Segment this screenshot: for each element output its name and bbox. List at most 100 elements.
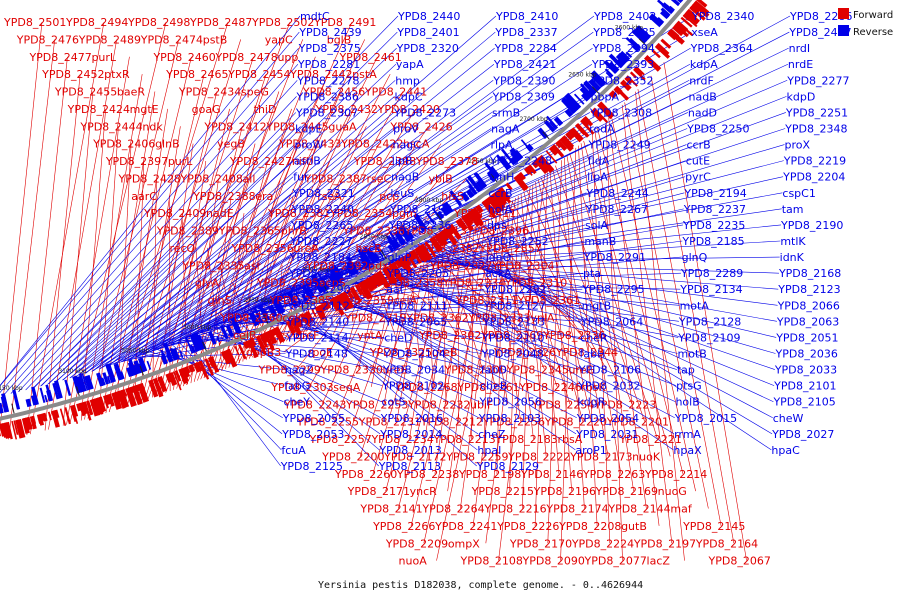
gene-label[interactable]: YPD8_2277 <box>786 74 849 87</box>
gene-label[interactable]: ureA <box>293 242 319 255</box>
gene-label[interactable]: mtlK <box>780 235 806 248</box>
gene-label[interactable]: rlpA <box>490 139 513 152</box>
gene-label[interactable]: YPD8_2223 <box>593 398 656 411</box>
gene-label[interactable]: YPD8_2303 <box>270 381 333 394</box>
gene-label[interactable]: pyrC <box>685 171 711 184</box>
gene-label[interactable]: fabG <box>284 380 310 393</box>
gene-label[interactable]: YPD8_2197 <box>633 537 696 550</box>
gene-label[interactable]: kdpC <box>395 90 423 103</box>
gene-label[interactable]: YPD8_2382 <box>416 242 479 255</box>
gene-label[interactable]: YPD8_2334 <box>442 277 505 290</box>
gene-label[interactable]: hpaX <box>673 444 702 457</box>
gene-label[interactable]: nuoK <box>632 450 661 463</box>
gene-label[interactable]: YPD8_2299 <box>258 364 321 377</box>
gene-label[interactable]: YPD8_2365 <box>218 225 281 238</box>
gene-label[interactable]: YPD8_2398 <box>353 155 416 168</box>
gene-label[interactable]: YPD8_2260 <box>334 468 397 481</box>
gene-label[interactable]: YPD8_2194 <box>683 187 746 200</box>
gene-label[interactable]: YPD8_2454 <box>227 68 290 81</box>
gene-label[interactable]: pstA <box>352 68 377 81</box>
gene-label[interactable]: YPD8_2263 <box>582 468 645 481</box>
gene-label[interactable]: YPD8_2345 <box>506 364 569 377</box>
gene-label[interactable]: YPD8_2461 <box>338 51 401 64</box>
gene-label[interactable]: kdpA <box>690 58 718 71</box>
gene-label[interactable]: lipB <box>392 155 413 168</box>
gene-label[interactable]: YPD8_2048 <box>481 348 544 361</box>
gene-label[interactable]: YPD8_2489 <box>78 33 141 46</box>
gene-label[interactable]: YPD8_2133 <box>482 315 545 328</box>
gene-label[interactable]: YPD8_2337 <box>494 26 557 39</box>
gene-label[interactable]: YPD8_2291 <box>583 251 646 264</box>
gene-label[interactable]: nadE <box>206 207 234 220</box>
gene-label[interactable]: YPD8_2144 <box>607 503 670 516</box>
gene-label[interactable]: pdxJ <box>368 259 392 272</box>
gene-label[interactable]: yapC <box>265 33 293 46</box>
gene-label[interactable]: YPD8_2255 <box>296 416 359 429</box>
gene-label[interactable]: motB <box>678 348 707 361</box>
gene-label[interactable]: pstB <box>203 33 228 46</box>
gene-label[interactable]: YPD8_2284 <box>494 42 557 55</box>
gene-label[interactable]: nrdI <box>789 42 811 55</box>
gene-label[interactable]: YPD8_2494 <box>65 16 128 29</box>
gene-label[interactable]: YPD8_2502 <box>251 16 314 29</box>
gene-label[interactable]: kdpE <box>295 123 322 136</box>
gene-label[interactable]: yplA <box>530 311 555 324</box>
gene-label[interactable]: hmp <box>395 74 420 87</box>
gene-label[interactable]: YPD8_2375 <box>298 42 361 55</box>
gene-label[interactable]: YPD8_2106 <box>578 364 641 377</box>
gene-label[interactable]: YPD8_2424 <box>67 103 130 116</box>
gene-label[interactable]: rbsA <box>557 433 582 446</box>
gene-label[interactable]: YPD8_2227 <box>289 235 352 248</box>
gene-label[interactable]: YPD8_2386 <box>296 90 359 103</box>
gene-label[interactable]: YPD8_2256 <box>482 416 545 429</box>
gene-label[interactable]: YPD8_2196 <box>533 485 596 498</box>
gene-label[interactable]: YPD8_2389 <box>156 225 219 238</box>
gene-label[interactable]: YPD8_2390 <box>492 74 555 87</box>
gene-label[interactable]: YPD8_2330 <box>320 364 383 377</box>
gene-label[interactable]: YPD8_2336 <box>542 329 605 342</box>
gene-label[interactable]: YPD8_2268 <box>394 381 457 394</box>
gene-label[interactable]: YPD8_2164 <box>695 537 758 550</box>
gene-label[interactable]: YPD8_2250 <box>686 123 749 136</box>
gene-label[interactable]: YPD8_2112 <box>287 299 350 312</box>
gene-label[interactable]: YPD8_2103 <box>478 412 541 425</box>
gene-label[interactable]: YPD8_2412 <box>203 120 266 133</box>
gene-label[interactable]: proV <box>393 123 419 136</box>
gene-label[interactable]: YPD8_2392 <box>305 259 368 272</box>
gene-label[interactable]: ackA <box>485 267 512 280</box>
gene-label[interactable]: nagC <box>392 139 421 152</box>
gene-label[interactable]: YPD8_2309 <box>492 90 555 103</box>
gene-label[interactable]: YPD8_2325 <box>369 346 432 359</box>
gene-label[interactable]: rbsK <box>581 381 606 394</box>
gene-label[interactable]: nuoG <box>658 485 687 498</box>
gene-label[interactable]: YPD8_2476 <box>16 33 79 46</box>
gene-label[interactable]: YPD8_2395 <box>256 277 319 290</box>
gene-label[interactable]: YPD8_2063 <box>776 315 839 328</box>
gene-label[interactable]: YPD8_2033 <box>774 364 837 377</box>
gene-label[interactable]: YPD8_2501 <box>3 16 66 29</box>
gene-label[interactable]: mgtE <box>130 103 159 116</box>
gene-label[interactable]: YPD8_2434 <box>178 86 241 99</box>
gene-label[interactable]: YPD8_2034 <box>382 364 445 377</box>
gene-label[interactable]: YPD8_2304 <box>491 259 554 272</box>
gene-label[interactable]: YPD8_2209 <box>385 537 448 550</box>
gene-label[interactable]: kdpD <box>787 90 816 103</box>
gene-label[interactable]: nadB <box>689 90 717 103</box>
gene-label[interactable]: YPD8_2452 <box>41 68 104 81</box>
gene-label[interactable]: YPD8_2352 <box>590 74 653 87</box>
gene-label[interactable]: YPD8_2292 <box>483 283 546 296</box>
gene-label[interactable]: YPD8_2111 <box>385 299 448 312</box>
gene-label[interactable]: YPD8_2234 <box>370 433 433 446</box>
gene-label[interactable]: xseA <box>691 26 718 39</box>
gene-label[interactable]: YPD8_2295 <box>581 283 644 296</box>
gene-label[interactable]: YPD8_2065 <box>384 315 447 328</box>
gene-label[interactable]: YPD8_2051 <box>775 331 838 344</box>
gene-label[interactable]: YPD8_2407 <box>788 26 851 39</box>
gene-label[interactable]: rrmA <box>674 428 701 441</box>
gene-label[interactable]: guaA <box>328 120 357 133</box>
gene-label[interactable]: YPD8_2320 <box>396 42 459 55</box>
gene-label[interactable]: nadD <box>688 106 717 119</box>
gene-label[interactable]: YPD8_2385 <box>269 294 332 307</box>
gene-label[interactable]: nifU <box>292 155 314 168</box>
gene-label[interactable]: purL <box>168 155 193 168</box>
